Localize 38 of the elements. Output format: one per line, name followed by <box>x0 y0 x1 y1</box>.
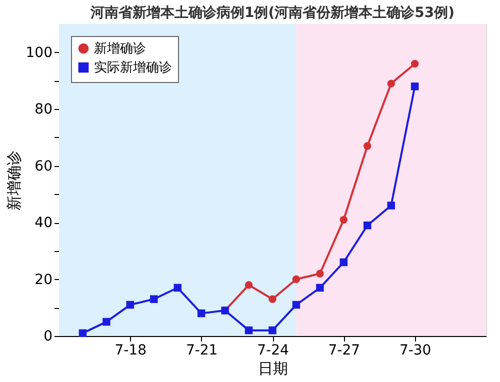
point <box>316 284 324 292</box>
point <box>244 281 253 289</box>
point <box>340 258 348 266</box>
point <box>197 309 206 318</box>
point <box>150 295 158 303</box>
y-tick-label: 40 <box>34 215 52 232</box>
legend-label: 实际新增确诊 <box>94 60 172 76</box>
x-tick-label: 7-30 <box>399 342 432 358</box>
chart-title: 河南省新增本土确诊病例1例(河南省份新增本土确诊53例) <box>89 4 455 21</box>
point <box>292 275 300 284</box>
point <box>268 295 276 303</box>
point <box>268 326 276 334</box>
point <box>316 270 324 278</box>
point <box>126 300 134 309</box>
y-tick-label: 60 <box>34 158 52 174</box>
x-tick-label: 7-24 <box>257 342 289 358</box>
point <box>244 326 253 334</box>
point <box>410 60 419 68</box>
x-tick-label: 7-18 <box>114 342 147 358</box>
y-tick-label: 80 <box>34 102 52 118</box>
point <box>174 284 182 292</box>
point <box>364 142 372 150</box>
point <box>387 202 395 210</box>
point <box>364 222 372 230</box>
point <box>410 82 419 90</box>
point <box>78 329 87 338</box>
x-axis-title: 日期 <box>258 360 288 378</box>
point <box>102 318 110 326</box>
point <box>387 80 395 88</box>
point <box>292 300 300 309</box>
legend-label: 新增确诊 <box>94 42 146 56</box>
x-tick-label: 7-21 <box>186 342 218 358</box>
point <box>340 216 348 224</box>
y-tick-label: 100 <box>26 44 52 61</box>
y-tick-label: 20 <box>34 272 52 288</box>
y-tick-label: 0 <box>44 328 52 344</box>
y-axis-title: 新增确诊 <box>4 150 23 210</box>
x-tick-label: 7-27 <box>328 342 360 358</box>
